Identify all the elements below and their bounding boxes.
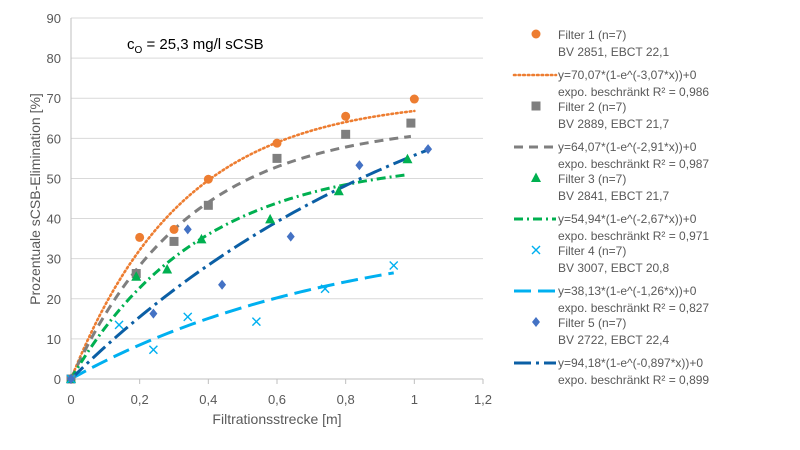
concentration-annotation: cO = 25,3 mg/l sCSB xyxy=(127,36,264,56)
y-tick-label: 50 xyxy=(47,171,61,186)
data-point-filter-2 xyxy=(203,200,213,210)
legend-trendline-r2: expo. beschränkt R² = 0,899 xyxy=(558,373,709,387)
y-tick-label: 60 xyxy=(47,131,61,146)
x-tick-label: 0,6 xyxy=(268,392,286,407)
trendlines xyxy=(69,109,429,381)
y-tick-label: 20 xyxy=(47,292,61,307)
legend-trendline-r2: expo. beschränkt R² = 0,971 xyxy=(558,229,709,243)
data-point-filter-2 xyxy=(169,236,179,246)
data-point-filter-3 xyxy=(196,233,207,244)
trendline-filter-1 xyxy=(69,109,416,381)
data-point-filter-5 xyxy=(149,308,158,319)
legend-trendline-equation: y=38,13*(1-e^(-1,26*x))+0 xyxy=(558,284,697,298)
legend-series-detail: BV 2889, EBCT 21,7 xyxy=(558,117,670,131)
x-axis-label: Filtrationsstrecke [m] xyxy=(212,411,341,427)
y-tick-label: 40 xyxy=(47,212,61,227)
data-point-filter-4 xyxy=(389,260,399,270)
legend-series-detail: BV 2851, EBCT 22,1 xyxy=(558,45,670,59)
y-axis-label: Prozentuale sCSB-Elimination [%] xyxy=(27,93,43,305)
data-point-filter-3 xyxy=(131,271,142,281)
data-points xyxy=(66,94,433,384)
legend-marker-filter-3 xyxy=(531,172,541,182)
data-point-filter-5 xyxy=(286,231,295,242)
data-point-filter-1 xyxy=(272,138,282,148)
data-point-filter-2 xyxy=(341,129,351,139)
data-point-filter-5 xyxy=(67,374,75,384)
x-tick-label: 0 xyxy=(67,392,74,407)
y-tick-label: 30 xyxy=(47,252,61,267)
data-point-filter-4 xyxy=(114,320,124,330)
data-point-filter-1 xyxy=(203,174,213,184)
y-tick-label: 70 xyxy=(47,91,61,106)
legend-trendline-equation: y=54,94*(1-e^(-2,67*x))+0 xyxy=(558,212,697,226)
legend-trendline-r2: expo. beschränkt R² = 0,987 xyxy=(558,157,709,171)
legend-trendline-r2: expo. beschränkt R² = 0,986 xyxy=(558,85,709,99)
data-point-filter-5 xyxy=(424,144,433,155)
data-point-filter-4 xyxy=(320,284,330,294)
axes xyxy=(70,18,484,384)
y-axis-tick-labels: 0 10 20 30 40 50 60 70 80 90 xyxy=(47,11,61,387)
x-tick-label: 0,8 xyxy=(337,392,355,407)
x-axis-tick-labels: 0 0,2 0,4 0,6 0,8 1 1,2 xyxy=(67,392,492,407)
legend-series-detail: BV 3007, EBCT 20,8 xyxy=(558,261,670,275)
legend-marker-filter-5 xyxy=(532,317,540,327)
data-point-filter-1 xyxy=(135,232,145,242)
y-tick-label: 0 xyxy=(54,372,61,387)
legend-series-name: Filter 3 (n=7) xyxy=(558,172,626,186)
legend-series-detail: BV 2722, EBCT 22,4 xyxy=(558,333,670,347)
x-tick-label: 0,2 xyxy=(131,392,149,407)
legend-marker-filter-4 xyxy=(531,245,541,255)
y-tick-label: 10 xyxy=(47,332,61,347)
legend-series-name: Filter 1 (n=7) xyxy=(558,28,626,42)
data-point-filter-2 xyxy=(406,118,416,128)
data-point-filter-2 xyxy=(272,153,282,163)
legend-series-name: Filter 5 (n=7) xyxy=(558,316,626,330)
legend-series-name: Filter 4 (n=7) xyxy=(558,244,626,258)
x-tick-label: 1,2 xyxy=(474,392,492,407)
data-point-filter-3 xyxy=(265,213,276,224)
gridlines xyxy=(71,17,483,340)
y-tick-label: 90 xyxy=(47,11,61,26)
data-point-filter-3 xyxy=(402,153,413,164)
data-point-filter-3 xyxy=(333,185,344,196)
legend: Filter 1 (n=7) BV 2851, EBCT 22,1 y=70,07*… xyxy=(512,28,709,387)
legend-series-name: Filter 2 (n=7) xyxy=(558,100,626,114)
data-point-filter-4 xyxy=(183,312,193,322)
data-point-filter-5 xyxy=(355,160,364,171)
data-point-filter-5 xyxy=(183,224,192,235)
data-point-filter-5 xyxy=(218,279,227,290)
trendline-filter-4 xyxy=(70,271,394,381)
data-point-filter-4 xyxy=(251,317,261,327)
y-tick-label: 80 xyxy=(47,51,61,66)
legend-marker-filter-1 xyxy=(531,29,541,39)
data-point-filter-4 xyxy=(148,345,158,355)
x-tick-label: 0,4 xyxy=(199,392,217,407)
legend-marker-filter-2 xyxy=(531,101,541,111)
data-point-filter-1 xyxy=(341,111,351,121)
legend-trendline-r2: expo. beschränkt R² = 0,827 xyxy=(558,301,709,315)
trendline-filter-3 xyxy=(69,173,408,380)
trendline-filter-2 xyxy=(69,134,412,380)
legend-trendline-equation: y=64,07*(1-e^(-2,91*x))+0 xyxy=(558,140,697,154)
legend-trendline-equation: y=70,07*(1-e^(-3,07*x))+0 xyxy=(558,68,697,82)
data-point-filter-1 xyxy=(409,94,419,104)
data-point-filter-1 xyxy=(169,224,179,234)
data-point-filter-3 xyxy=(162,263,173,274)
x-tick-label: 1 xyxy=(411,392,418,407)
trendline-filter-5 xyxy=(69,148,429,381)
legend-trendline-equation: y=94,18*(1-e^(-0,897*x))+0 xyxy=(558,356,703,370)
legend-series-detail: BV 2841, EBCT 21,7 xyxy=(558,189,670,203)
